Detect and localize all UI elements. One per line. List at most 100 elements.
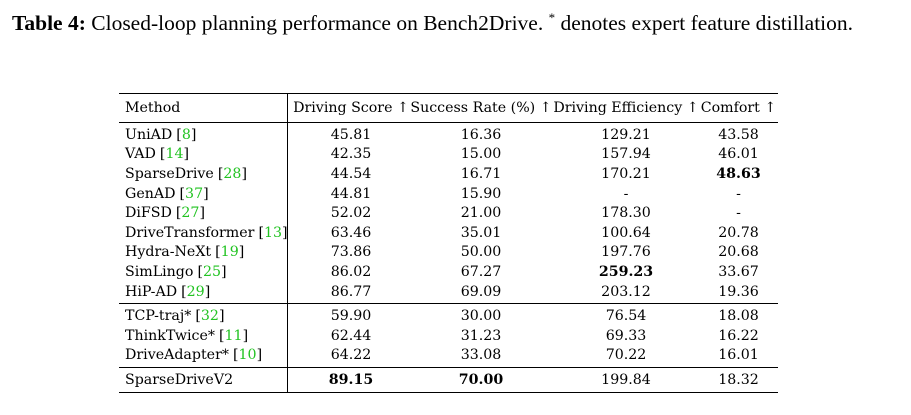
method-name: SparseDrive: [125, 165, 214, 182]
success-rate-cell: 70.00: [458, 371, 504, 388]
comfort-cell: 33.67: [718, 263, 759, 280]
method-cell: DriveAdapter* [10]: [125, 346, 262, 366]
citation-link[interactable]: 29: [186, 283, 205, 300]
citation-link[interactable]: 28: [223, 165, 242, 182]
method-cell: ThinkTwice* [11]: [125, 326, 248, 346]
citation[interactable]: [14]: [159, 146, 190, 163]
table-row-group: UniAD [8] 45.81 16.36 129.21 43.58 VAD [14] 42.3…: [119, 123, 778, 304]
method-cell: DiFSD [27]: [125, 203, 205, 223]
header-driving-efficiency: Driving Efficiency ↑: [553, 100, 699, 116]
method-name: ThinkTwice*: [125, 327, 215, 344]
comfort-cell: 43.58: [718, 126, 759, 143]
header-comfort: Comfort ↑: [700, 100, 777, 116]
method-name: HiP-AD: [125, 283, 178, 300]
method-cell: VAD [14]: [125, 145, 189, 165]
driving-score-cell: 59.90: [330, 308, 372, 325]
success-rate-cell: 69.09: [460, 283, 502, 300]
method-cell: HiP-AD [29]: [125, 282, 210, 302]
citation-link[interactable]: 8: [181, 126, 191, 143]
driving-efficiency-cell: 69.33: [605, 327, 647, 344]
citation[interactable]: [8]: [176, 126, 197, 143]
success-rate-cell: 15.90: [460, 185, 502, 202]
citation[interactable]: [32]: [195, 308, 225, 325]
citation[interactable]: [10]: [232, 347, 263, 364]
driving-score-cell: 44.54: [330, 165, 372, 182]
citation-link[interactable]: 19: [220, 244, 239, 261]
citation-link[interactable]: 11: [224, 327, 243, 344]
driving-efficiency-cell: 170.21: [601, 165, 651, 182]
method-name: DriveAdapter*: [125, 347, 229, 364]
table-body: UniAD [8] 45.81 16.36 129.21 43.58 VAD [14] 42.3…: [119, 122, 778, 393]
caption-label: Table 4:: [12, 11, 86, 35]
citation-link[interactable]: 25: [202, 263, 222, 280]
success-rate-cell: 31.23: [460, 327, 502, 344]
table-row: DriveTransformer [13] 63.46 35.01 100.64 20.7…: [119, 223, 778, 243]
citation-link[interactable]: 32: [200, 308, 219, 325]
table-row: Hydra-NeXt [19] 73.86 50.00 197.76 20.68: [119, 243, 778, 263]
table-row: DriveAdapter* [10] 64.22 33.08 70.22 16.01: [119, 346, 778, 366]
method-name: TCP-traj*: [125, 308, 192, 325]
success-rate-cell: 16.71: [460, 165, 502, 182]
method-cell: DriveTransformer [13]: [125, 223, 288, 243]
citation[interactable]: [27]: [175, 205, 206, 222]
driving-efficiency-cell: 70.22: [605, 347, 647, 364]
comfort-cell: 19.36: [718, 283, 759, 300]
table-row-group: TCP-traj* [32] 59.90 30.00 76.54 18.08 ThinkTw…: [119, 304, 778, 368]
success-rate-cell: 16.36: [460, 126, 502, 143]
method-cell: TCP-traj* [32]: [125, 306, 224, 326]
method-name: DriveTransformer: [125, 224, 255, 241]
table-row: GenAD [37] 44.81 15.90 - -: [119, 184, 778, 204]
comfort-cell: 16.22: [718, 327, 759, 344]
citation[interactable]: [29]: [181, 283, 211, 300]
table-row: UniAD [8] 45.81 16.36 129.21 43.58: [119, 125, 778, 145]
method-name: SparseDriveV2: [125, 371, 234, 388]
driving-efficiency-cell: 157.94: [601, 146, 651, 163]
table-row: HiP-AD [29] 86.77 69.09 203.12 19.36: [119, 282, 778, 302]
comfort-cell: 16.01: [718, 347, 759, 364]
comfort-cell: 48.63: [716, 165, 761, 182]
driving-score-cell: 52.02: [330, 205, 372, 222]
success-rate-cell: 35.01: [460, 224, 502, 241]
success-rate-cell: 33.08: [460, 347, 502, 364]
citation-link[interactable]: 37: [185, 185, 204, 202]
table-row: SparseDrive [28] 44.54 16.71 170.21 48.63: [119, 164, 778, 184]
comfort-cell: 46.01: [718, 146, 759, 163]
citation[interactable]: [19]: [215, 244, 245, 261]
driving-efficiency-cell: 178.30: [601, 205, 651, 222]
table-group-rule: [119, 122, 778, 123]
driving-score-cell: 63.46: [330, 224, 372, 241]
caption-asterisk: *: [548, 10, 556, 25]
header-success-rate: Success Rate (%) ↑: [410, 100, 552, 116]
citation-link[interactable]: 10: [238, 347, 257, 364]
driving-efficiency-cell: 197.76: [601, 244, 651, 261]
table-header-row: Method Driving Score ↑ Success Rate (%) …: [119, 94, 778, 122]
table-group-rule: [119, 303, 778, 305]
driving-efficiency-cell: 76.54: [605, 308, 647, 325]
citation-link[interactable]: 14: [165, 146, 184, 163]
method-name: UniAD: [125, 126, 173, 143]
header-method: Method: [125, 100, 181, 116]
comfort-cell: -: [736, 205, 741, 222]
citation[interactable]: [25]: [197, 263, 227, 280]
method-cell: SparseDriveV2: [125, 370, 233, 390]
citation-link[interactable]: 13: [263, 224, 283, 241]
table-top-rule: [119, 93, 778, 94]
citation[interactable]: [28]: [217, 165, 247, 182]
comfort-cell: 18.08: [718, 308, 759, 325]
method-name: GenAD: [125, 185, 176, 202]
success-rate-cell: 15.00: [460, 146, 502, 163]
citation[interactable]: [11]: [218, 327, 249, 344]
citation[interactable]: [37]: [179, 185, 209, 202]
method-name: Hydra-NeXt: [125, 244, 212, 261]
comfort-cell: -: [736, 185, 741, 202]
table-row: SparseDriveV2 89.15 70.00 199.84 18.32: [119, 370, 778, 390]
citation-link[interactable]: 27: [181, 205, 200, 222]
citation[interactable]: [13]: [258, 224, 288, 241]
driving-score-cell: 86.02: [330, 263, 372, 280]
method-cell: SparseDrive [28]: [125, 164, 247, 184]
success-rate-cell: 30.00: [460, 308, 502, 325]
table-group-rule: [119, 367, 778, 369]
header-driving-score: Driving Score ↑: [293, 100, 409, 116]
driving-score-cell: 73.86: [330, 244, 372, 261]
table-caption: Table 4: Closed-loop planning performanc…: [12, 8, 902, 38]
